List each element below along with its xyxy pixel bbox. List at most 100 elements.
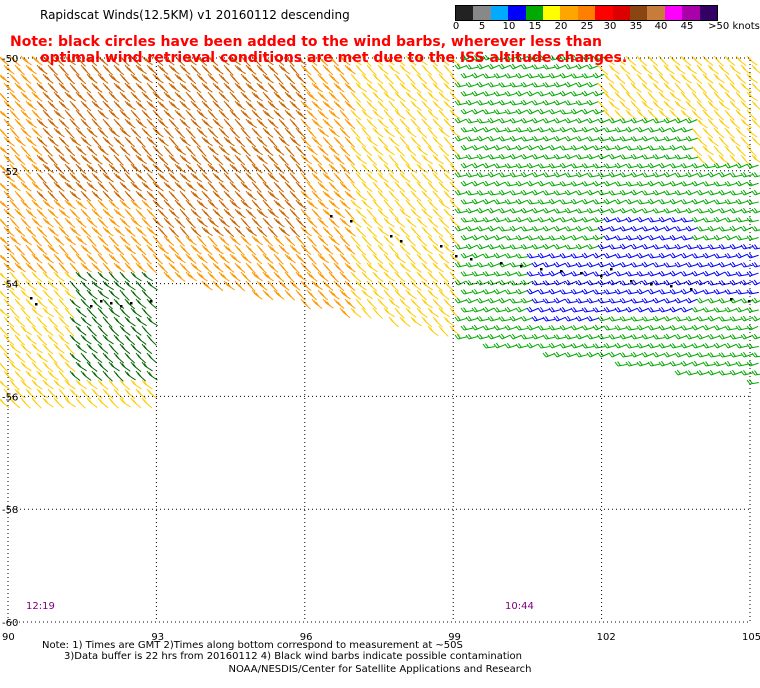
wind-barb [526,90,539,97]
wind-barb [366,100,378,111]
wind-barb [553,190,566,196]
wind-barb [394,109,406,120]
wind-barb [0,380,10,390]
wind-barb [707,136,719,147]
wind-barb [597,136,610,142]
wind-barb [245,64,257,75]
wind-barb [256,190,268,202]
wind-barb [619,171,632,178]
contamination-marker [100,300,103,303]
wind-barb [729,136,741,147]
wind-barb [333,280,345,292]
wind-barb [586,226,599,232]
wind-barb [141,289,153,301]
wind-barb [218,73,230,85]
wind-barb [366,154,378,166]
wind-barb [113,298,125,310]
wind-barb [383,55,395,66]
wind-barb [493,163,506,169]
wind-barb [355,82,367,93]
wind-barb [20,343,32,354]
wind-barb [388,280,399,292]
wind-barb [168,190,179,202]
wind-barb [42,379,54,390]
wind-barb [58,208,70,219]
wind-barb [141,325,152,337]
wind-barb [267,208,279,219]
wind-barb [212,244,224,255]
lon-tick-label: 102 [597,632,616,643]
wind-barb [570,144,583,151]
wind-barb [262,109,274,120]
wind-barb [355,280,367,291]
wind-barb [625,289,638,295]
contamination-marker [600,275,603,278]
wind-barb [410,298,422,310]
wind-barb [443,208,455,220]
wind-barb [515,180,528,187]
wind-barb [377,226,389,237]
wind-barb [135,82,147,93]
wind-barb [245,208,257,219]
colorbar-swatch [647,6,665,20]
wind-barb [25,64,37,75]
wind-barb [630,351,643,358]
wind-barb [91,298,103,310]
wind-barb [680,235,693,241]
wind-barb [146,244,158,256]
wind-barb [443,190,455,202]
wind-barb [168,64,180,75]
wind-barb [608,82,620,94]
wind-barb [454,262,467,268]
wind-barb [333,100,345,111]
wind-barb [339,217,351,228]
wind-barb [740,154,751,166]
wind-barb [751,189,760,196]
wind-barb [691,342,704,349]
wind-barb [75,289,86,301]
wind-barb [80,172,92,183]
wind-barb [102,352,114,364]
wind-barb [592,144,605,151]
wind-barb [718,316,731,322]
wind-barb [504,253,517,259]
wind-barb [454,82,467,88]
wind-barb [652,118,665,124]
wind-barb [14,244,26,256]
wind-barb [740,82,752,93]
wind-barb [152,145,164,157]
wind-barb [102,388,114,399]
wind-barb [735,162,748,169]
wind-barb [636,324,649,331]
wind-barb [196,217,208,228]
wind-barb [674,297,687,304]
wind-barb [394,235,406,247]
wind-barb [636,252,649,259]
wind-barb [685,279,698,286]
wind-barb [702,73,714,84]
wind-barb [608,261,621,268]
wind-barb [163,181,175,192]
wind-barb [388,64,400,75]
wind-barb [234,190,246,202]
wind-barb [0,56,10,66]
wind-barb [174,163,186,174]
wind-barb [361,253,372,265]
wind-barb [476,190,489,196]
wind-barb [702,127,714,139]
wind-barb [542,261,555,268]
wind-barb [658,216,671,223]
wind-barb [47,190,59,202]
wind-barb [652,100,664,111]
wind-barb [410,154,422,165]
wind-barb [179,190,190,202]
wind-barb [141,271,153,282]
wind-barb [333,172,344,184]
wind-barb [328,109,340,120]
wind-barb [146,388,158,399]
wind-barb [647,91,658,103]
wind-barb [20,217,31,229]
wind-barb [614,325,627,331]
wind-barb [196,55,208,67]
wind-barb [273,199,285,210]
